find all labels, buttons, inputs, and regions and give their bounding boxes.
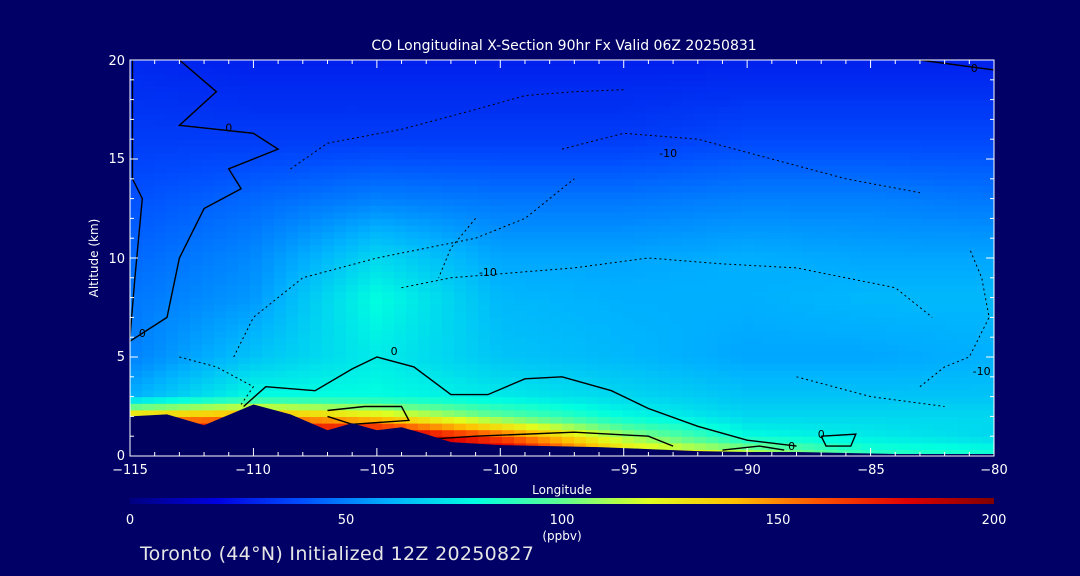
axis-ticks [129, 59, 995, 457]
x-tick-label: −85 [857, 463, 884, 478]
x-tick-label: −115 [112, 463, 148, 478]
colorbar-tick-labels: 0 50 100 150 200 [126, 513, 1007, 528]
initialization-footer: Toronto (44°N) Initialized 12Z 20250827 [140, 543, 535, 565]
x-tick-labels: −115 −110 −105 −100 −95 −90 −85 −80 [112, 463, 1008, 478]
x-axis-label: Longitude [532, 483, 592, 497]
y-tick-label: 15 [108, 152, 125, 167]
contour-label: -10 [479, 266, 497, 279]
y-tick-labels: 0 5 10 15 20 [108, 54, 125, 464]
x-tick-label: −105 [359, 463, 395, 478]
contour-labels: 0 0 0 0 0 0 -10 -10 -10 [139, 62, 991, 453]
x-tick-label: −100 [482, 463, 518, 478]
colorbar-tick-label: 200 [982, 513, 1007, 528]
contour-label: 0 [971, 62, 978, 75]
contour-label: 0 [818, 428, 825, 441]
x-tick-label: −90 [733, 463, 760, 478]
contour-lines [130, 60, 994, 451]
colorbar-unit-label: (ppbv) [542, 529, 581, 543]
colorbar-tick-label: 0 [126, 513, 134, 528]
y-tick-label: 10 [108, 252, 125, 267]
y-axis-label: Altitude (km) [87, 219, 101, 298]
y-tick-label: 5 [117, 350, 125, 365]
colorbar-tick-label: 100 [550, 513, 575, 528]
chart-title: CO Longitudinal X-Section 90hr Fx Valid … [371, 38, 756, 54]
y-tick-label: 20 [108, 54, 125, 69]
colorbar-tick-label: 50 [338, 513, 355, 528]
plot-area [130, 60, 994, 456]
contour-label: 0 [788, 440, 795, 453]
colorbar-tick-label: 150 [766, 513, 791, 528]
terrain-mask [130, 404, 994, 456]
contour-label: -10 [973, 365, 991, 378]
co-heatmap [130, 60, 994, 456]
colorbar [130, 498, 994, 504]
x-tick-label: −95 [610, 463, 637, 478]
x-tick-label: −80 [980, 463, 1007, 478]
contour-label: 0 [391, 345, 398, 358]
x-tick-label: −110 [235, 463, 271, 478]
contour-label: 0 [225, 121, 232, 134]
y-tick-label: 0 [117, 449, 125, 464]
contour-label: 0 [139, 327, 146, 340]
contour-label: -10 [659, 147, 677, 160]
